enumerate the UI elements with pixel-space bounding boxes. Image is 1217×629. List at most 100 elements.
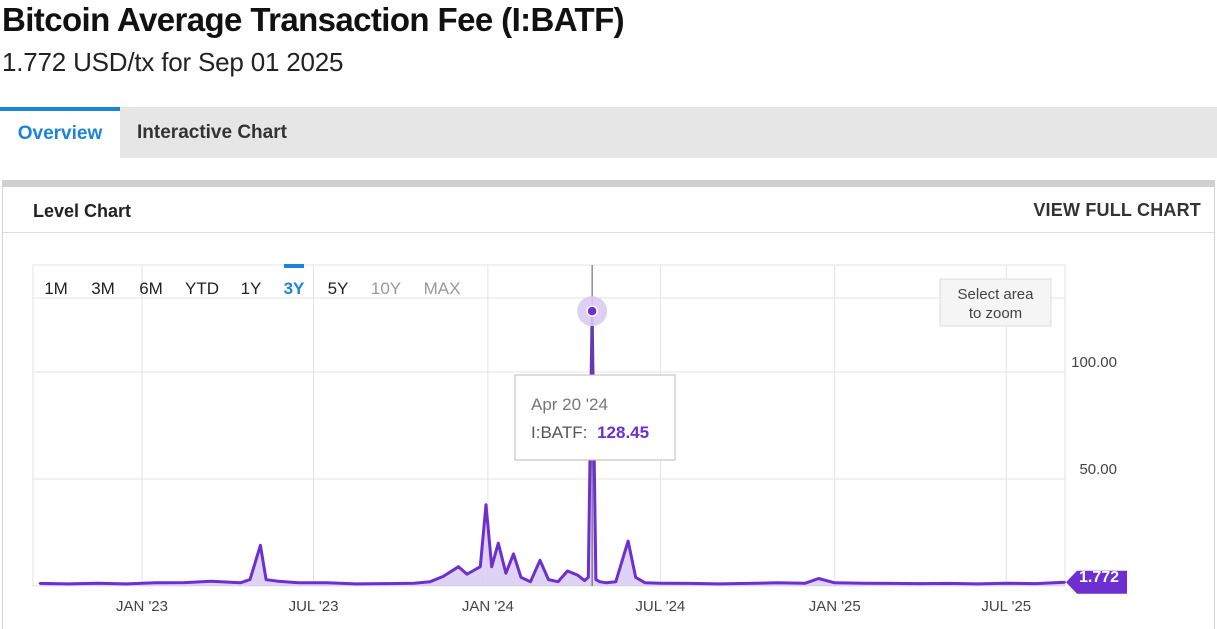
panel-title: Level Chart [33,201,132,221]
range-button-5y[interactable]: 5Y [328,279,349,298]
tooltip: Apr 20 '24 I:BATF: 128.45 [514,374,676,461]
data-point [297,581,300,584]
data-point [529,580,532,583]
data-point [539,559,541,562]
last-value-label: 1.772 [1079,569,1119,586]
x-tick-label: JUL '23 [289,598,339,615]
data-point [889,582,892,585]
data-point [485,503,487,506]
data-point [547,578,550,581]
view-full-chart-link[interactable]: VIEW FULL CHART [1033,200,1201,220]
range-button-6m[interactable]: 6M [139,279,163,298]
page-title: Bitcoin Average Transaction Fee (I:BATF) [2,1,625,38]
data-point [457,565,460,568]
range-button-ytd[interactable]: YTD [185,279,219,298]
zoom-hint: Select area to zoom [939,278,1052,327]
data-point [355,582,358,585]
data-point [490,565,493,568]
last-value-badge: 1.772 [1066,569,1127,594]
data-point [413,582,415,585]
last-value-badge-shape [1066,570,1127,594]
series-layer [38,309,1066,586]
zoom-hint-line-1: Select area [958,286,1035,303]
tab-overview[interactable]: Overview [0,107,120,158]
range-button-3y[interactable]: 3Y [284,279,305,298]
data-point [746,582,749,585]
range-active-indicator [284,264,304,268]
data-point [634,576,637,579]
range-selector: 1M 3M 6M YTD 1Y 3Y 5Y 10Y MAX [44,264,460,298]
data-point [566,570,569,572]
data-point [804,582,807,585]
data-point [833,581,836,584]
data-point [479,565,482,568]
data-point [605,581,608,584]
chart-panel: Level Chart VIEW FULL CHART [2,180,1215,629]
y-tick-label: 100.00 [1071,354,1117,371]
data-point [627,540,630,543]
data-point [1064,581,1066,584]
data-point [442,575,445,578]
data-point [384,582,387,585]
data-point [594,578,597,581]
data-point [259,544,262,547]
data-point [249,578,251,581]
data-point [863,582,866,585]
data-point [124,582,127,585]
data-point [947,582,950,585]
data-point [659,582,662,585]
x-tick-label: JAN '25 [809,598,861,615]
data-point [1005,582,1008,585]
x-tick-label: JAN '24 [462,598,514,615]
x-tick-label: JUL '25 [981,598,1031,615]
range-button-1y[interactable]: 1Y [241,279,262,298]
data-point [583,579,586,582]
data-point [183,581,186,584]
y-tick-label: 50.00 [1079,461,1117,478]
data-point [466,573,468,576]
tab-bar: Overview Interactive Chart [0,107,1217,158]
axis-labels: JAN '23 JUL '23 JAN '24 JUL '24 JAN '25 JUL '… [116,354,1117,615]
data-point [1034,582,1037,585]
range-button-10y[interactable]: 10Y [371,279,401,298]
data-point [817,577,820,580]
range-button-1m[interactable]: 1M [44,279,68,298]
data-point [644,581,647,584]
data-point [154,581,157,584]
data-point [497,542,500,545]
data-point [718,582,721,585]
data-point [239,581,242,584]
data-point [587,576,590,579]
data-point [277,580,280,583]
data-point [512,552,515,555]
range-button-3m[interactable]: 3M [91,279,115,298]
page-subtitle: 1.772 USD/tx for Sep 01 2025 [2,47,344,77]
tooltip-date: Apr 20 '24 [531,395,608,414]
data-point [520,576,522,579]
data-point [688,582,691,585]
data-point [96,582,99,585]
zoom-hint-line-2: to zoom [969,305,1022,322]
data-point [557,580,559,583]
data-point [576,574,579,577]
tooltip-value-line: I:BATF: 128.45 [531,423,649,442]
data-point [504,572,507,575]
data-point [614,580,617,583]
range-button-max[interactable]: MAX [424,279,461,298]
x-tick-label: JUL '24 [635,598,685,615]
x-tick-label: JAN '23 [116,598,168,615]
data-point [429,580,432,583]
data-point [471,570,474,572]
data-point [67,582,70,585]
data-point [919,582,921,585]
data-point [775,581,778,584]
data-point [38,582,41,585]
tooltip-series-name: I:BATF: [531,423,587,442]
data-point [265,578,268,581]
data-point [598,580,601,583]
tooltip-box [514,374,676,461]
data-point [210,580,213,583]
tooltip-value: 128.45 [597,423,649,442]
tab-interactive-chart[interactable]: Interactive Chart [137,122,287,143]
